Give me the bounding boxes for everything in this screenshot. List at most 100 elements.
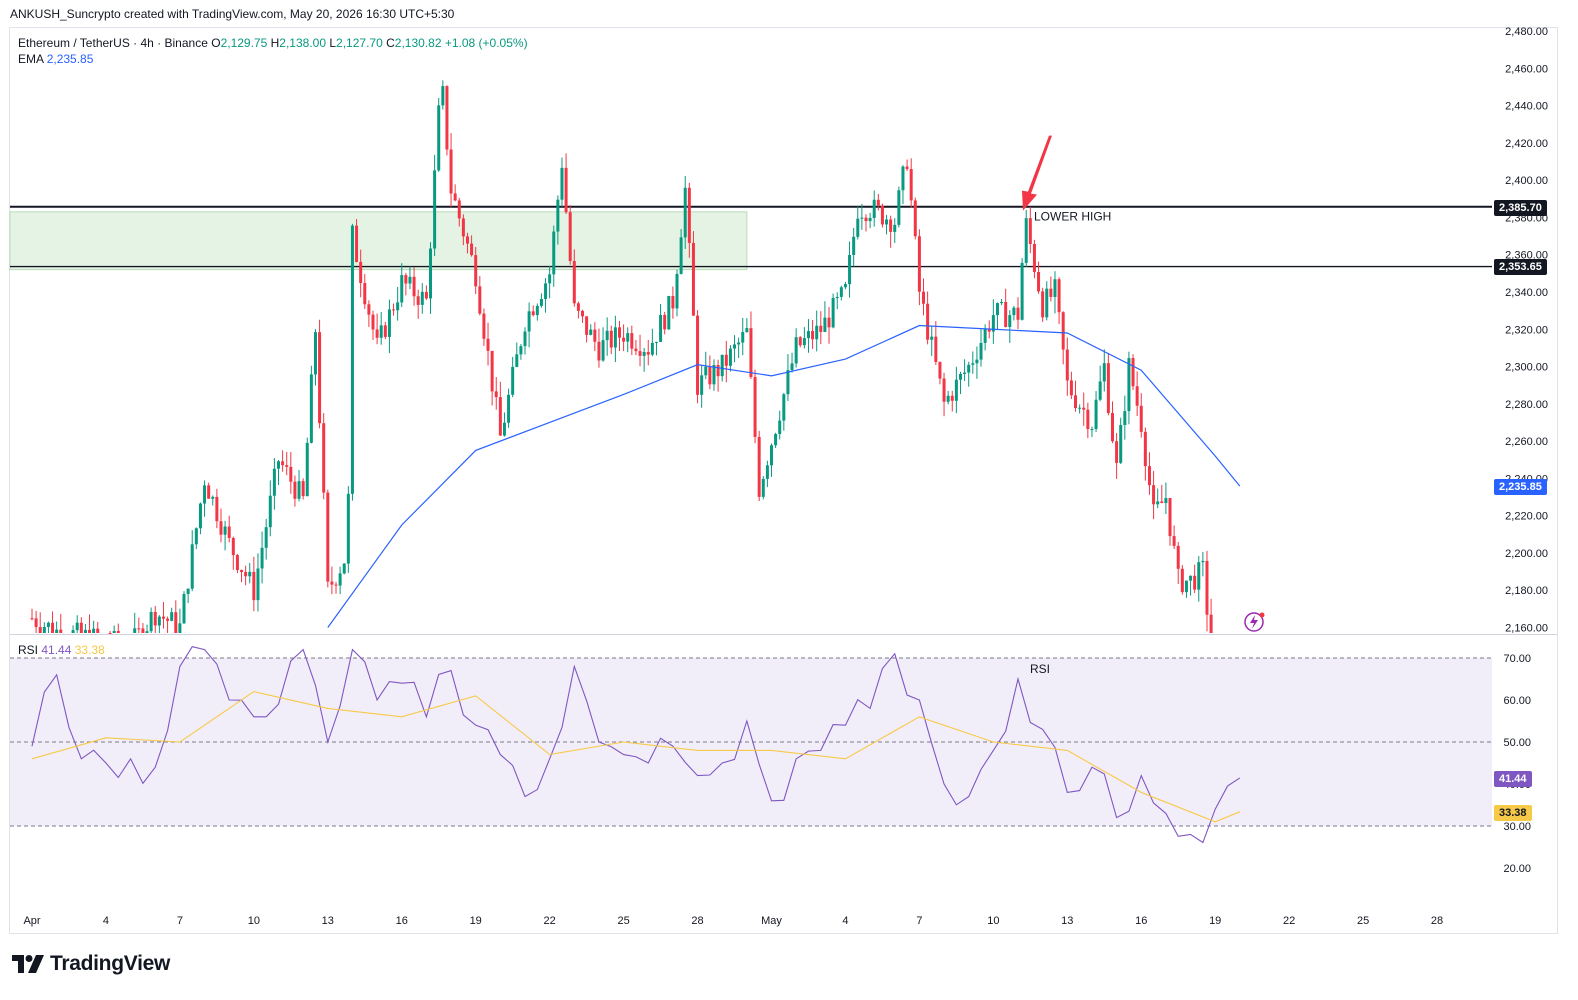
candle-body: [338, 573, 342, 586]
candle-body: [893, 224, 897, 232]
candle-body: [679, 237, 683, 274]
candle-body: [930, 336, 934, 340]
price-axis-tick: 2,400.00: [1505, 175, 1548, 187]
time-axis-tick: 28: [691, 915, 703, 927]
time-axis-tick: 10: [987, 915, 999, 927]
candle-body: [277, 461, 280, 469]
chart-frame: [9, 27, 1558, 934]
candle-body: [979, 342, 983, 360]
candle-body: [1201, 560, 1205, 563]
candle-body: [654, 341, 658, 343]
candle-body: [1028, 218, 1032, 244]
ema-line: [327, 324, 1241, 628]
candle-body: [474, 255, 478, 287]
candle-body: [778, 420, 782, 434]
candle-body: [383, 325, 387, 337]
candle-body: [975, 359, 979, 364]
candle-body: [161, 616, 165, 619]
candle-body: [235, 555, 239, 571]
candle-body: [1184, 580, 1188, 593]
rsi-label[interactable]: RSI: [18, 643, 39, 657]
candle-body: [223, 526, 227, 535]
candle-body: [203, 485, 207, 504]
price-axis-tick: 2,300.00: [1505, 362, 1548, 374]
rsi-axis-tick: 30.00: [1503, 821, 1531, 833]
candle-body: [634, 348, 638, 352]
candle-body: [1012, 307, 1016, 316]
candle-body: [712, 364, 716, 385]
candle-body: [626, 333, 630, 342]
candle-body: [770, 445, 773, 466]
candle-body: [174, 612, 178, 633]
candle-body: [552, 231, 556, 275]
candle-body: [523, 331, 527, 347]
candle-body: [917, 236, 921, 292]
candle-body: [108, 633, 112, 634]
price-axis-tick: 2,340.00: [1505, 287, 1548, 299]
tradingview-logo[interactable]: TradingView: [12, 952, 170, 976]
rsi-ma-value: 33.38: [74, 643, 105, 657]
rsi-legend[interactable]: RSI 41.44 33.38: [18, 643, 105, 657]
candle-body: [133, 628, 137, 633]
candle-body: [1008, 315, 1012, 327]
candle-body: [774, 433, 778, 446]
chart-credit: ANKUSH_Suncrypto created with TradingVie…: [10, 7, 455, 21]
candle-body: [367, 304, 371, 315]
candle-body: [166, 618, 170, 621]
price-tag-level-high: 2,385.70: [1494, 200, 1547, 216]
candle-body: [585, 316, 589, 335]
candle-body: [922, 291, 926, 304]
symbol-legend[interactable]: Ethereum / TetherUS · 4h · Binance O2,12…: [18, 35, 528, 67]
symbol-title[interactable]: Ethereum / TetherUS · 4h · Binance: [18, 36, 208, 50]
candle-body: [630, 333, 634, 349]
price-axis-tick: 2,320.00: [1505, 324, 1548, 336]
candle-body: [1152, 485, 1156, 505]
supply-zone: [9, 211, 748, 271]
candle-body: [194, 528, 198, 545]
candle-body: [1180, 568, 1184, 593]
candle-body: [330, 581, 334, 585]
candle-body: [905, 166, 909, 170]
price-axis-tick: 2,480.00: [1505, 26, 1548, 38]
candle-body: [564, 167, 568, 213]
candle-body: [650, 342, 654, 355]
candle-body: [852, 236, 856, 256]
candle-body: [806, 331, 810, 339]
candle-body: [75, 622, 79, 631]
rsi-band-fill: [10, 658, 1492, 826]
candle-body: [790, 363, 794, 371]
candle-body: [1037, 271, 1041, 292]
candle-body: [420, 291, 424, 305]
candle-body: [42, 627, 46, 633]
candle-body: [880, 205, 884, 225]
candle-body: [823, 317, 827, 332]
candle-body: [1004, 301, 1008, 327]
candle-body: [392, 309, 396, 311]
candle-body: [868, 218, 872, 222]
candle-body: [379, 325, 383, 338]
candle-body: [396, 302, 400, 311]
ema-label[interactable]: EMA: [18, 52, 44, 66]
candle-body: [252, 571, 256, 601]
rsi-tag-ma: 33.38: [1494, 805, 1532, 821]
candle-body: [1024, 218, 1028, 263]
candle-body: [83, 629, 87, 633]
candle-body: [638, 351, 642, 356]
price-change: +1.08 (+0.05%): [444, 36, 528, 50]
candle-body: [355, 225, 359, 262]
candle-body: [363, 283, 367, 305]
candle-body: [1041, 291, 1045, 318]
rsi-axis-tick: 70.00: [1503, 653, 1531, 665]
price-axis-tick: 2,180.00: [1505, 585, 1548, 597]
candle-body: [671, 296, 675, 309]
candle-body: [30, 618, 34, 620]
candle-body: [486, 338, 490, 351]
price-axis-tick: 2,440.00: [1505, 101, 1548, 113]
price-axis-tick: 2,420.00: [1505, 138, 1548, 150]
candle-body: [88, 629, 92, 633]
candle-body: [350, 225, 354, 494]
candle-body: [1189, 575, 1193, 581]
candle-body: [1000, 301, 1004, 304]
candle-body: [1074, 395, 1078, 409]
